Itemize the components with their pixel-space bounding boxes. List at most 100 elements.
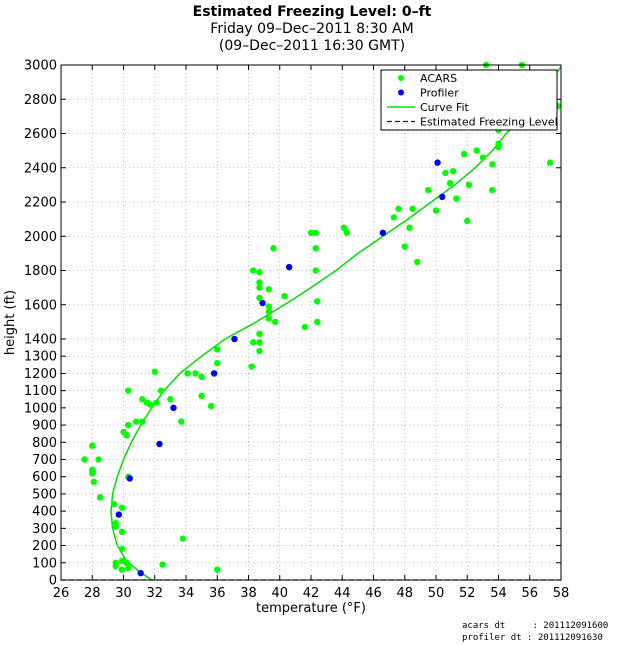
legend-box bbox=[380, 69, 558, 131]
acars-point bbox=[460, 150, 468, 158]
acars-point bbox=[249, 339, 257, 346]
profiler-point bbox=[156, 440, 163, 448]
acars-point bbox=[118, 504, 126, 511]
y-tick-label: 300 bbox=[32, 522, 57, 537]
acars-point bbox=[124, 387, 132, 394]
acars-point bbox=[495, 140, 502, 147]
legend-label: Estimated Freezing Level bbox=[420, 116, 558, 129]
y-axis-label: height (ft) bbox=[3, 290, 18, 355]
acars-point bbox=[464, 217, 471, 225]
acars-point bbox=[442, 169, 449, 177]
y-tick-label: 800 bbox=[32, 436, 57, 451]
acars-point bbox=[192, 370, 199, 377]
acars-point bbox=[178, 418, 185, 425]
acars-point bbox=[157, 387, 165, 394]
x-tick-label: 50 bbox=[428, 586, 445, 601]
acars-point bbox=[167, 396, 174, 403]
acars-point bbox=[432, 207, 440, 214]
acars-point bbox=[112, 523, 119, 530]
x-tick-label: 32 bbox=[146, 586, 163, 601]
acars-point bbox=[314, 318, 321, 326]
acars-point bbox=[390, 214, 398, 221]
plot-frame bbox=[60, 64, 562, 581]
profiler-point bbox=[285, 263, 293, 271]
acars-point bbox=[118, 545, 126, 553]
acars-point bbox=[465, 181, 473, 189]
acars-point bbox=[214, 346, 221, 353]
acars-point bbox=[340, 224, 348, 231]
profiler-dt-text: profiler dt : 201112091630 bbox=[462, 633, 603, 643]
acars-point bbox=[256, 284, 263, 291]
y-tick-label: 1300 bbox=[24, 350, 57, 365]
acars-point bbox=[265, 303, 273, 310]
legend-label: Profiler bbox=[420, 87, 459, 100]
x-tick-label: 56 bbox=[521, 586, 538, 601]
y-tick-label: 500 bbox=[32, 487, 57, 502]
acars-point bbox=[414, 258, 421, 266]
acars-point bbox=[153, 399, 160, 406]
x-tick-label: 58 bbox=[553, 586, 570, 601]
acars-point bbox=[281, 292, 288, 300]
acars-point bbox=[343, 229, 351, 237]
acars-point bbox=[95, 456, 102, 463]
x-tick-label: 26 bbox=[53, 586, 70, 601]
acars-point bbox=[90, 478, 98, 486]
x-tick-label: 40 bbox=[271, 586, 288, 601]
acars-point bbox=[312, 229, 319, 237]
y-tick-label: 1200 bbox=[24, 367, 57, 382]
acars-point bbox=[139, 418, 146, 425]
acars-point bbox=[248, 363, 255, 370]
y-tick-label: 100 bbox=[32, 556, 57, 571]
acars-point bbox=[198, 392, 205, 400]
x-tick-label: 44 bbox=[334, 586, 351, 601]
acars-point bbox=[256, 294, 263, 302]
acars-point bbox=[214, 566, 221, 573]
profiler-point bbox=[379, 229, 387, 237]
acars-point bbox=[123, 432, 130, 439]
acars-point bbox=[401, 243, 408, 250]
x-tick-label: 34 bbox=[178, 586, 195, 601]
acars-point bbox=[256, 339, 263, 346]
legend-label: Curve Fit bbox=[420, 101, 470, 114]
legend-marker bbox=[398, 89, 404, 96]
acars-point bbox=[89, 442, 96, 449]
acars-point bbox=[81, 456, 88, 463]
acars-point bbox=[489, 161, 496, 168]
x-tick-label: 54 bbox=[490, 586, 507, 601]
acars-point bbox=[424, 186, 432, 194]
acars-point bbox=[132, 418, 140, 425]
acars-point bbox=[301, 323, 308, 331]
y-tick-label: 3000 bbox=[24, 59, 57, 74]
acars-point bbox=[409, 205, 416, 213]
acars-point bbox=[312, 267, 319, 274]
acars-point bbox=[406, 224, 413, 231]
curve-fit-line bbox=[110, 66, 562, 580]
acars-dt-text: acars dt : 201112091600 bbox=[462, 621, 609, 631]
x-axis-label: temperature (°F) bbox=[256, 601, 366, 616]
acars-point bbox=[118, 528, 126, 535]
acars-point bbox=[307, 229, 315, 237]
acars-point bbox=[395, 205, 402, 213]
acars-point bbox=[256, 347, 263, 355]
acars-point bbox=[96, 494, 104, 501]
x-tick-label: 30 bbox=[115, 586, 132, 601]
acars-point bbox=[146, 401, 154, 408]
footer-timestamps: acars dt : 201112091600 profiler dt : 201… bbox=[462, 620, 608, 644]
acars-point bbox=[449, 167, 457, 175]
acars-point bbox=[207, 402, 215, 410]
acars-point bbox=[123, 559, 130, 566]
acars-point bbox=[214, 359, 221, 367]
y-tick-label: 600 bbox=[32, 470, 57, 485]
acars-point bbox=[151, 368, 158, 375]
acars-point bbox=[124, 421, 132, 429]
acars-point bbox=[256, 269, 263, 276]
acars-point bbox=[198, 373, 205, 381]
acars-point bbox=[256, 330, 263, 338]
y-tick-label: 1600 bbox=[24, 298, 57, 313]
profiler-point bbox=[259, 299, 266, 307]
profiler-point bbox=[231, 335, 238, 343]
acars-point bbox=[271, 318, 279, 326]
profiler-point bbox=[115, 511, 123, 518]
acars-point bbox=[314, 298, 321, 305]
